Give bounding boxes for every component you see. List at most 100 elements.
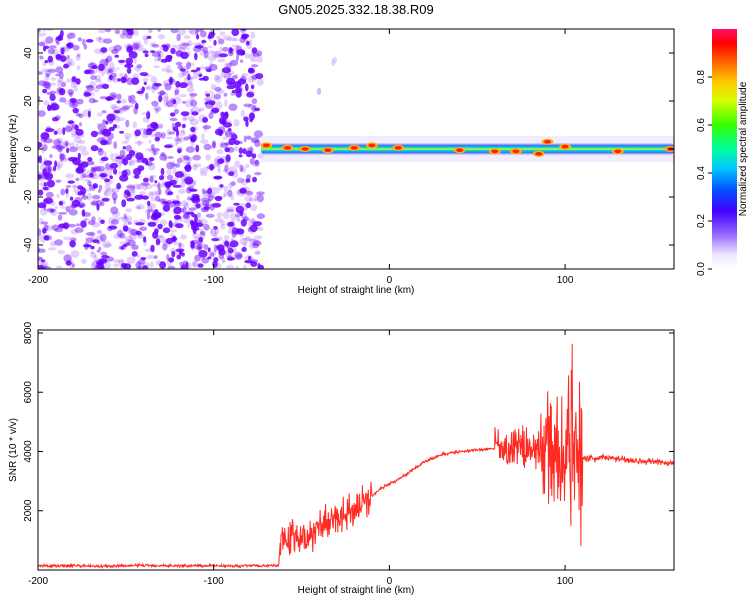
noise-speckle (149, 50, 156, 53)
noise-speckle (90, 130, 98, 138)
noise-speckle (199, 167, 204, 174)
noise-speckle (198, 109, 202, 113)
noise-speckle (256, 78, 264, 86)
noise-speckle (69, 98, 77, 103)
noise-speckle (121, 78, 128, 84)
noise-speckle (77, 145, 87, 152)
noise-speckle (38, 110, 46, 117)
noise-speckle (159, 261, 167, 269)
noise-speckle (40, 259, 46, 263)
noise-speckle (245, 40, 250, 46)
noise-speckle (87, 91, 91, 98)
noise-speckle (203, 224, 210, 231)
noise-speckle (135, 152, 144, 160)
noise-speckle (202, 46, 208, 54)
noise-speckle (63, 254, 72, 263)
noise-speckle (236, 190, 246, 197)
noise-speckle (57, 147, 63, 153)
noise-speckle (43, 182, 47, 187)
noise-speckle (74, 196, 83, 203)
noise-speckle (69, 196, 74, 201)
noise-speckle (227, 73, 232, 77)
noise-speckle (180, 200, 189, 208)
noise-speckle (198, 250, 208, 258)
noise-speckle (132, 183, 141, 190)
noise-speckle (189, 109, 194, 116)
noise-speckle (167, 156, 174, 159)
noise-speckle (230, 181, 236, 187)
noise-speckle (214, 86, 222, 92)
noise-speckle (170, 47, 176, 55)
noise-speckle (74, 85, 78, 92)
noise-speckle (164, 144, 173, 149)
noise-speckle (256, 213, 265, 220)
noise-speckle (56, 160, 64, 169)
noise-speckle (170, 29, 179, 34)
noise-speckle (231, 90, 237, 94)
noise-speckle (51, 145, 61, 149)
noise-speckle (245, 235, 251, 240)
noise-speckle (150, 144, 155, 150)
noise-speckle (175, 223, 184, 229)
noise-speckle (38, 172, 43, 176)
noise-speckle (103, 243, 113, 248)
noise-speckle (251, 75, 254, 81)
noise-speckle (166, 258, 173, 267)
noise-speckle (210, 109, 219, 115)
noise-speckle (116, 67, 120, 70)
noise-speckle (122, 222, 128, 230)
noise-speckle (158, 198, 166, 203)
noise-speckle (126, 227, 135, 232)
noise-speckle (110, 94, 117, 101)
noise-speckle (153, 83, 162, 87)
noise-speckle (142, 183, 148, 191)
noise-speckle (182, 174, 191, 178)
noise-speckle (87, 157, 93, 162)
noise-speckle (176, 194, 180, 202)
noise-speckle (58, 211, 68, 215)
noise-speckle (208, 31, 215, 39)
noise-speckle (161, 95, 169, 102)
noise-speckle (86, 160, 95, 166)
noise-speckle (207, 256, 212, 260)
noise-speckle (169, 112, 176, 117)
noise-speckle (201, 48, 205, 53)
noise-speckle (226, 255, 234, 261)
noise-speckle (145, 148, 154, 151)
noise-speckle (78, 113, 84, 119)
noise-speckle (213, 244, 218, 253)
noise-speckle (57, 140, 64, 146)
noise-speckle (129, 94, 136, 101)
noise-speckle (42, 81, 51, 89)
noise-speckle (246, 137, 255, 141)
noise-speckle (209, 29, 213, 32)
noise-speckle (140, 182, 150, 186)
noise-speckle (137, 140, 141, 147)
noise-speckle (132, 121, 138, 129)
noise-speckle (90, 166, 95, 173)
noise-speckle (247, 75, 257, 83)
noise-speckle (157, 91, 167, 95)
noise-speckle (174, 171, 184, 178)
noise-speckle (117, 78, 121, 82)
noise-speckle (200, 139, 209, 144)
noise-speckle (166, 161, 175, 170)
noise-speckle (190, 240, 195, 249)
noise-speckle (38, 234, 46, 242)
noise-speckle (143, 238, 148, 246)
noise-speckle (38, 29, 41, 33)
noise-speckle (209, 252, 215, 257)
snr-y-tick-label: 2000 (23, 499, 34, 522)
noise-speckle (227, 248, 234, 254)
noise-speckle (239, 50, 246, 56)
noise-speckle (240, 29, 245, 35)
noise-speckle (106, 187, 115, 192)
noise-speckle (120, 107, 130, 111)
noise-speckle (109, 62, 115, 70)
noise-speckle (113, 44, 123, 52)
noise-speckle (56, 89, 65, 96)
noise-speckle (38, 141, 43, 149)
noise-speckle (44, 75, 50, 81)
noise-speckle (175, 80, 181, 88)
noise-speckle (138, 262, 145, 269)
